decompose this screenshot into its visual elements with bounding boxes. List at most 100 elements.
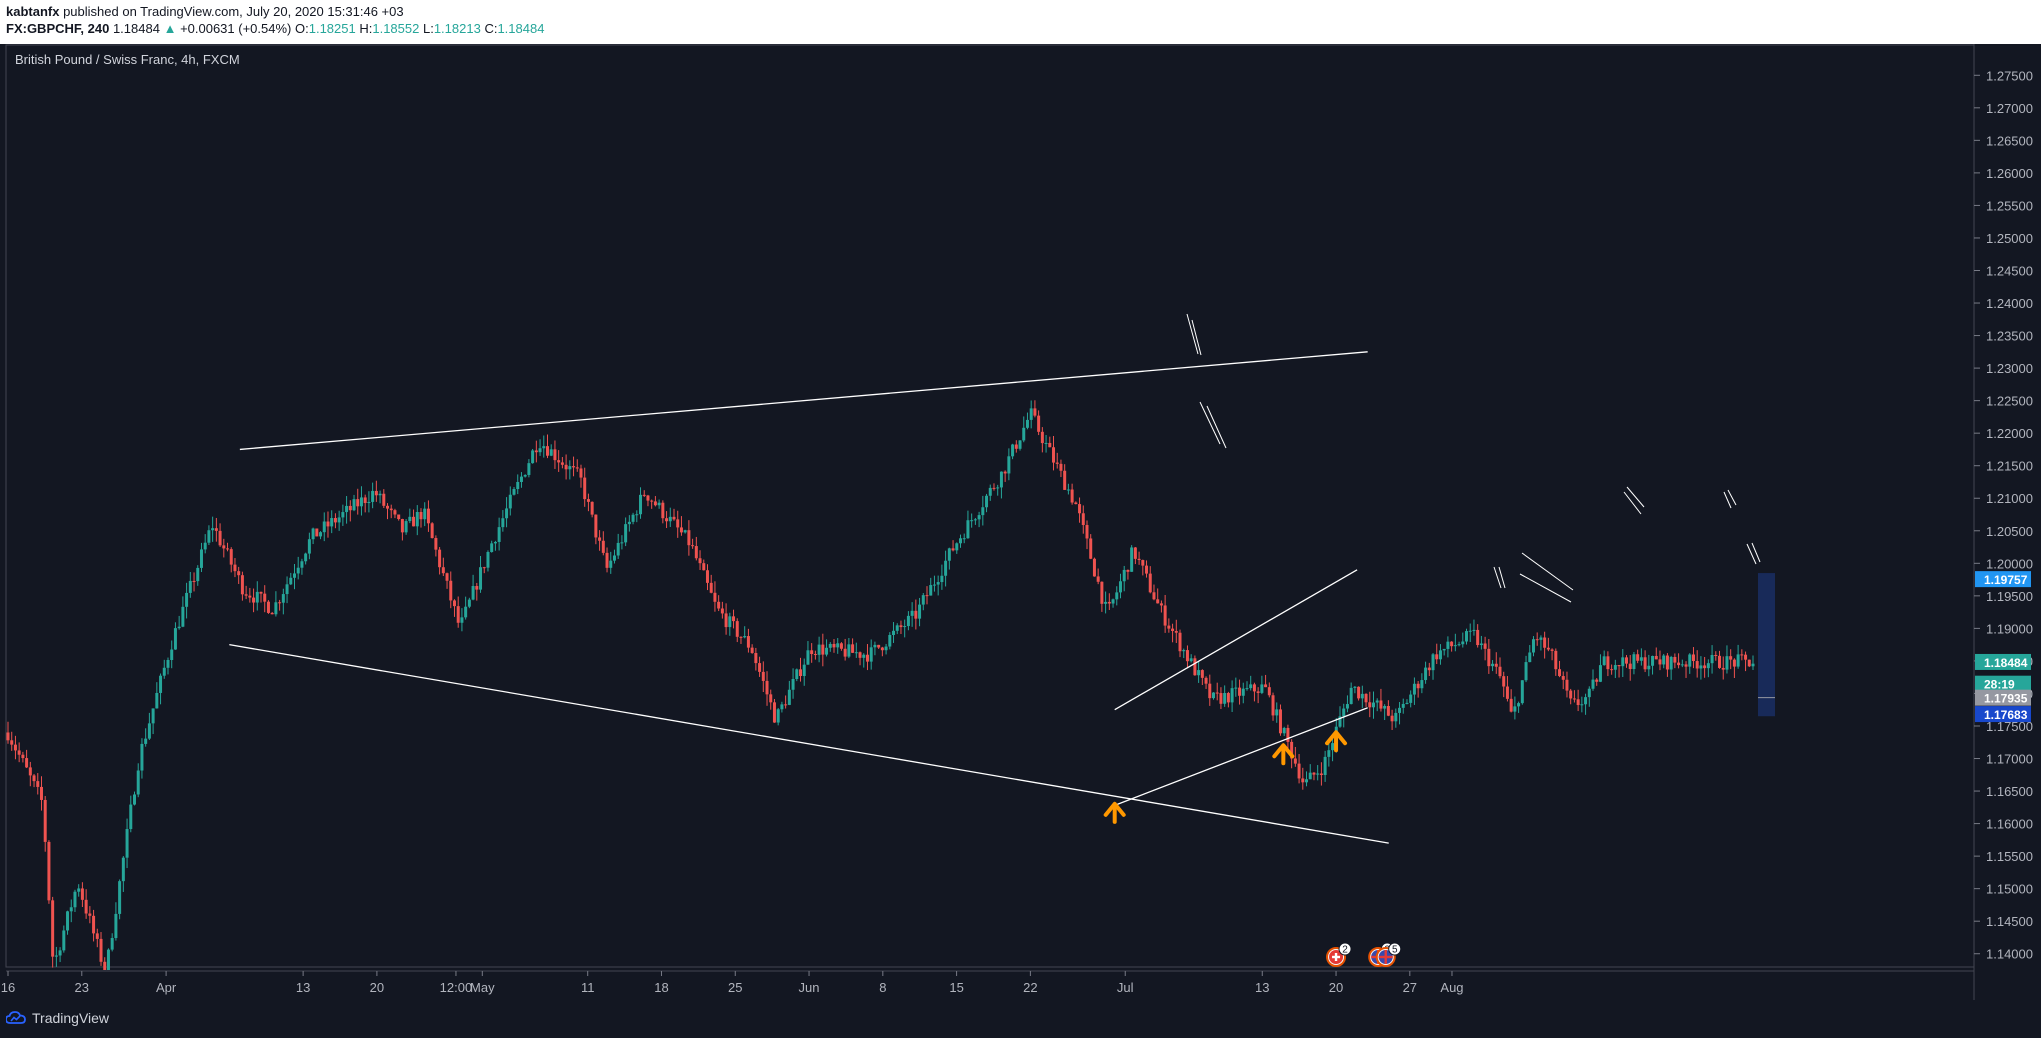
candle-body: [1185, 650, 1189, 662]
trendline-upper-resistance[interactable]: [239, 351, 1368, 451]
candle-body: [899, 625, 903, 628]
candle-body: [1543, 637, 1547, 648]
candle-body: [438, 549, 442, 568]
pattern-line[interactable]: [1186, 313, 1199, 355]
candle-body: [1703, 665, 1707, 669]
candles-layer: [6, 400, 1755, 970]
candle-body: [1453, 645, 1457, 647]
price-tick-label: 1.19000: [1986, 621, 2033, 636]
candle-body: [1264, 684, 1268, 688]
candle-body: [594, 514, 598, 538]
pattern-line[interactable]: [1751, 542, 1761, 563]
candle-body: [1059, 463, 1063, 471]
position-box[interactable]: [1758, 573, 1775, 717]
candle-body: [363, 497, 367, 504]
candle-body: [854, 652, 858, 654]
candle-body: [1081, 513, 1085, 526]
candle-body: [799, 669, 803, 677]
candle-body: [1357, 686, 1361, 699]
candle-body: [1572, 698, 1576, 700]
candle-body: [1639, 657, 1643, 661]
candle-body: [1085, 525, 1089, 539]
pattern-line[interactable]: [1626, 486, 1645, 508]
price-tick-label: 1.15500: [1986, 849, 2033, 864]
candle-body: [925, 595, 929, 597]
candle-body: [572, 466, 576, 468]
flag-uk-icon[interactable]: 5: [1375, 942, 1402, 967]
candle-body: [1163, 605, 1167, 626]
candle-body: [69, 907, 73, 912]
candle-body: [505, 508, 509, 519]
price-tick-label: 1.25500: [1986, 198, 2033, 213]
chart-background: [0, 44, 2041, 1000]
candle-body: [1405, 702, 1409, 704]
candle-body: [99, 938, 103, 962]
pattern-line[interactable]: [1521, 552, 1574, 591]
candle-body: [825, 647, 829, 655]
pattern-line[interactable]: [1623, 491, 1642, 515]
candle-body: [475, 586, 479, 590]
trendline-channel-top[interactable]: [1114, 569, 1358, 711]
candle-body: [319, 532, 323, 537]
candle-body: [296, 567, 300, 574]
candle-body: [1364, 693, 1368, 703]
author-name[interactable]: kabtanfx: [6, 4, 60, 19]
events-layer[interactable]: 225: [1326, 942, 1402, 967]
price-tick-label: 1.25000: [1986, 231, 2033, 246]
candle-body: [118, 881, 122, 914]
candle-body: [1353, 686, 1357, 688]
time-tick-label: Jul: [1117, 980, 1134, 995]
trendlines-layer[interactable]: [229, 313, 1775, 844]
candle-body: [687, 530, 691, 546]
pattern-line[interactable]: [1746, 543, 1757, 565]
trendline-channel-bottom[interactable]: [1114, 707, 1368, 806]
candle-body: [1275, 709, 1279, 716]
candle-body: [691, 545, 695, 547]
candle-body: [583, 477, 587, 500]
trendline-lower-support[interactable]: [229, 644, 1389, 844]
candle-body: [1584, 697, 1588, 705]
candle-body: [464, 606, 468, 618]
flag-switzerland-icon[interactable]: 2: [1326, 942, 1352, 967]
pattern-line[interactable]: [1493, 566, 1502, 589]
candle-body: [1602, 656, 1606, 666]
pattern-line[interactable]: [1199, 401, 1221, 445]
candle-body: [1159, 603, 1163, 606]
candle-body: [1368, 702, 1372, 708]
tradingview-logo[interactable]: TradingView: [6, 1010, 109, 1026]
candle-body: [958, 538, 962, 544]
candle-body: [1249, 684, 1253, 689]
candle-body: [6, 732, 10, 741]
candle-body: [981, 507, 985, 516]
candle-body: [1219, 693, 1223, 704]
pattern-line[interactable]: [1723, 491, 1732, 509]
candle-body: [601, 540, 605, 553]
candle-body: [1052, 447, 1056, 463]
candle-body: [173, 628, 177, 650]
candle-body: [1293, 758, 1297, 764]
candle-body: [95, 933, 99, 939]
candle-body: [1546, 647, 1550, 650]
candle-body: [255, 591, 259, 603]
candle-body: [371, 490, 375, 502]
candle-body: [679, 527, 683, 533]
candle-body: [683, 530, 687, 533]
candle-body: [1550, 649, 1554, 651]
pattern-line[interactable]: [1206, 405, 1227, 449]
candle-body: [374, 490, 378, 496]
candle-body: [1286, 727, 1290, 742]
candle-body: [914, 610, 918, 619]
symbol-label[interactable]: FX:GBPCHF, 240: [6, 21, 110, 36]
pattern-line[interactable]: [1519, 573, 1572, 603]
pattern-line[interactable]: [1191, 319, 1202, 356]
candle-body: [765, 680, 769, 695]
price-tick-label: 1.27000: [1986, 101, 2033, 116]
pattern-line[interactable]: [1727, 489, 1737, 506]
price-chart[interactable]: British Pound / Swiss Franc, 4h, FXCM 1.…: [0, 44, 2041, 1000]
candle-body: [1450, 641, 1454, 647]
candle-body: [1565, 679, 1569, 691]
pattern-line[interactable]: [1498, 566, 1506, 589]
candle-body: [1483, 643, 1487, 649]
candle-body: [140, 743, 144, 771]
